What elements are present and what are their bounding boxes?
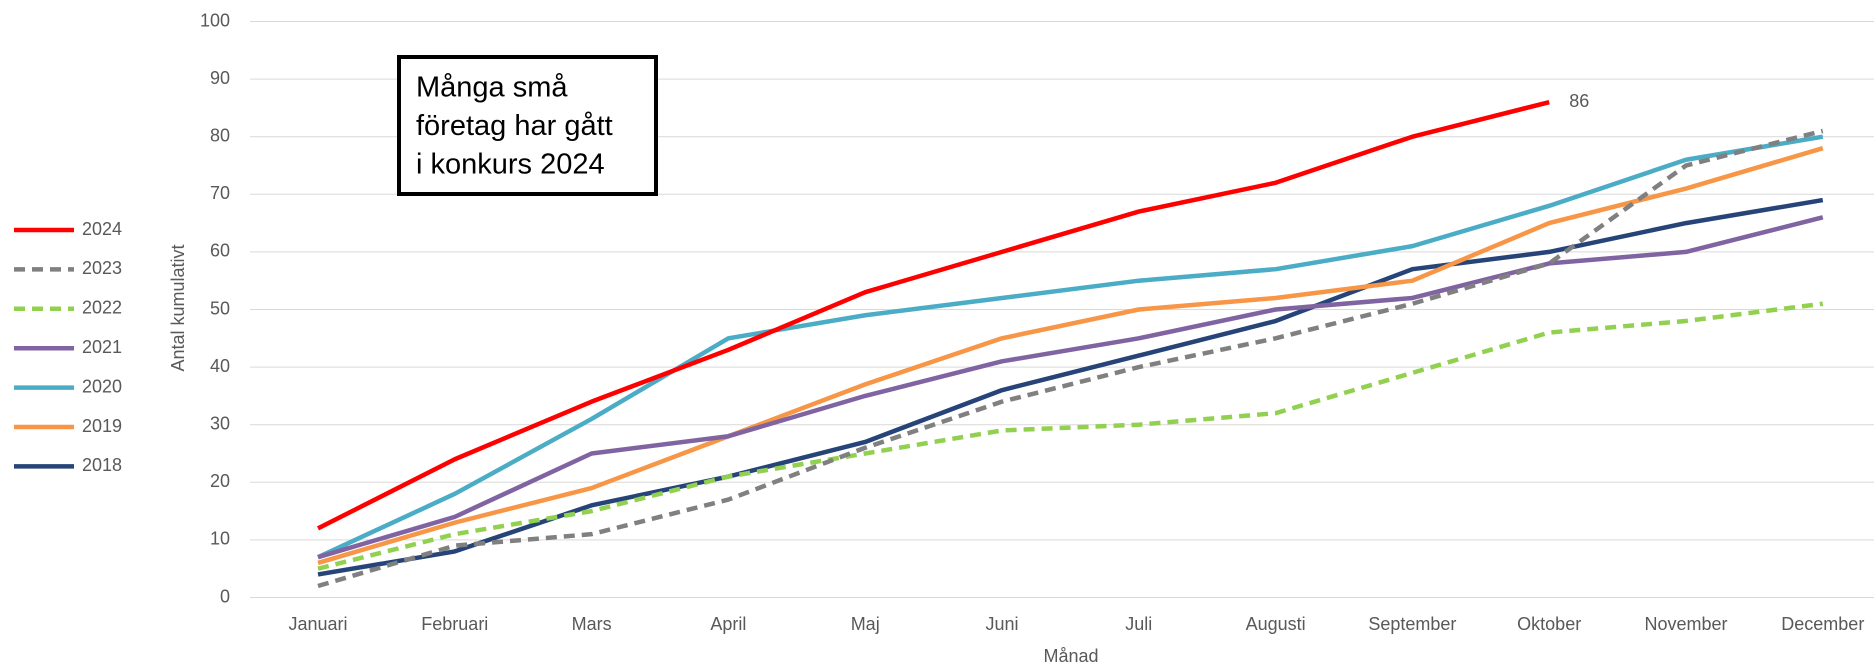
y-tick-label: 70 — [210, 183, 230, 203]
legend-label: 2024 — [82, 219, 122, 239]
x-tick-label: April — [710, 614, 746, 634]
series-line — [317, 197, 1824, 577]
y-tick-label: 40 — [210, 356, 230, 376]
legend-label: 2018 — [82, 455, 122, 475]
x-tick-label: Augusti — [1246, 614, 1306, 634]
x-tick-label: Maj — [851, 614, 880, 634]
y-tick-label: 80 — [210, 125, 230, 145]
x-tick-label: November — [1644, 614, 1727, 634]
y-tick-label: 30 — [210, 413, 230, 433]
x-tick-label: Juli — [1125, 614, 1152, 634]
series-line — [317, 215, 1824, 560]
legend-label: 2021 — [82, 337, 122, 357]
y-tick-label: 10 — [210, 529, 230, 549]
legend-label: 2019 — [82, 416, 122, 436]
series-line — [316, 99, 1550, 531]
x-axis-title: Månad — [1043, 646, 1098, 666]
x-tick-label: Oktober — [1517, 614, 1581, 634]
annotation-text: i konkurs 2024 — [416, 149, 605, 181]
y-tick-label: 20 — [210, 471, 230, 491]
x-tick-label: Mars — [572, 614, 612, 634]
y-tick-label: 90 — [210, 68, 230, 88]
x-tick-label: September — [1368, 614, 1456, 634]
y-tick-label: 100 — [200, 10, 230, 30]
x-tick-label: Januari — [288, 614, 347, 634]
legend-label: 2023 — [82, 258, 122, 278]
annotation-box — [397, 55, 658, 196]
annotation-text: företag har gått — [416, 110, 613, 142]
series-line — [317, 134, 1824, 560]
legend-label: 2020 — [82, 376, 122, 396]
x-tick-label: Februari — [421, 614, 488, 634]
annotation-text: Många små — [416, 72, 568, 104]
x-tick-label: Juni — [985, 614, 1018, 634]
y-axis-title: Antal kumulativt — [168, 244, 188, 371]
x-tick-label: December — [1781, 614, 1864, 634]
series-line — [317, 128, 1824, 589]
legend-label: 2022 — [82, 298, 122, 318]
series-line — [317, 146, 1824, 566]
data-label: 86 — [1569, 91, 1589, 111]
y-tick-label: 50 — [210, 298, 230, 318]
y-tick-label: 60 — [210, 241, 230, 261]
y-tick-label: 0 — [220, 586, 230, 606]
series-line — [317, 301, 1824, 571]
